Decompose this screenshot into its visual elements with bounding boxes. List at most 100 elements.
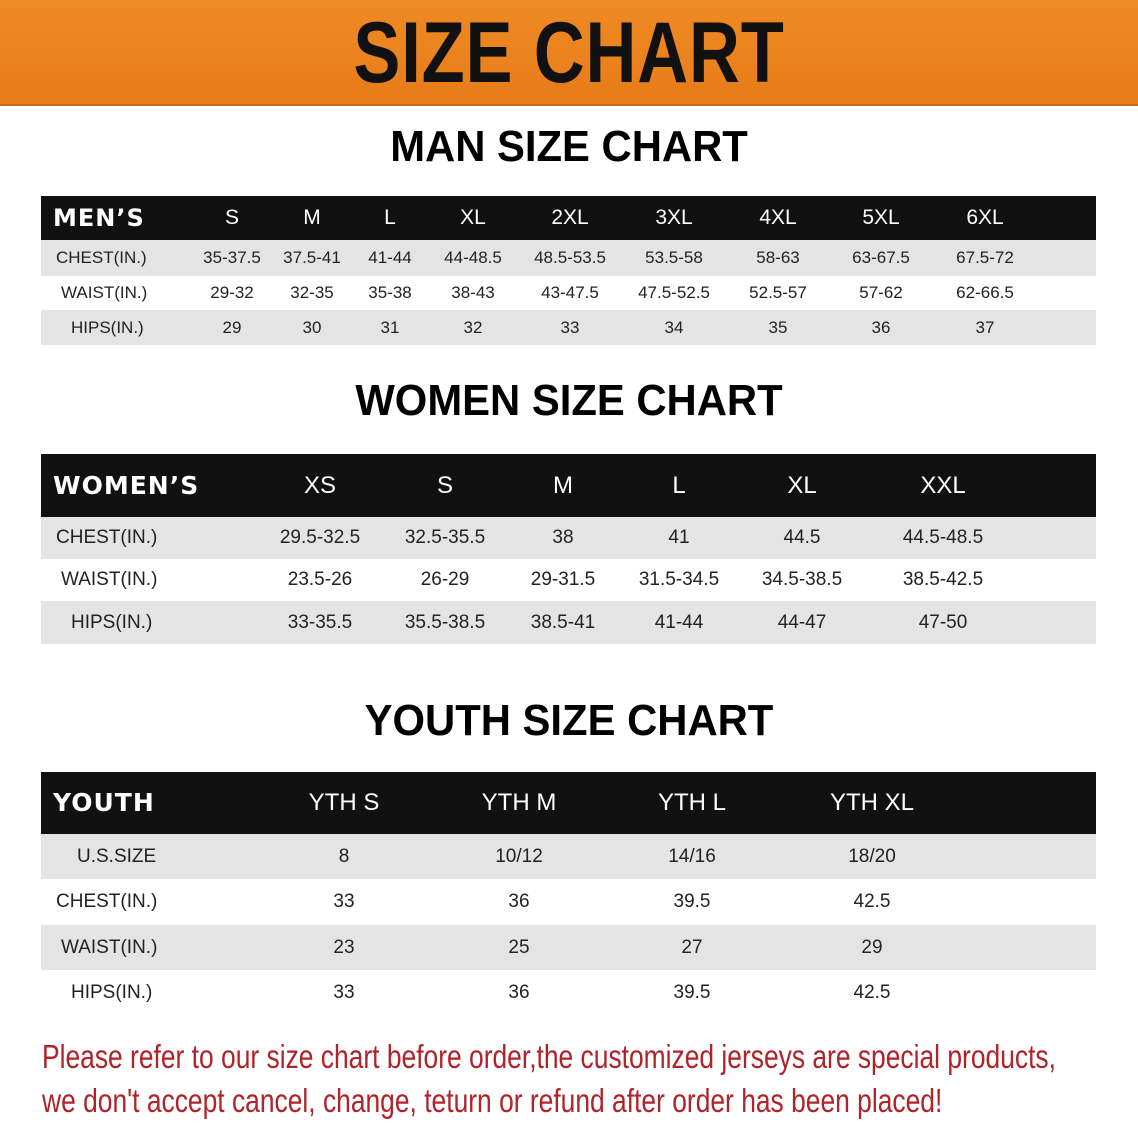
size-column-header: 4XL bbox=[759, 206, 797, 229]
table-row: U.S.SIZE 8 10/12 14/16 18/20 bbox=[41, 834, 1096, 879]
size-column-header: YTH M bbox=[481, 789, 557, 816]
table-cell: 34 bbox=[664, 318, 684, 337]
table-cell: 35-37.5 bbox=[203, 248, 261, 267]
size-column-header: L bbox=[384, 206, 396, 229]
size-column-header: 6XL bbox=[966, 206, 1004, 229]
table-cell: 53.5-58 bbox=[645, 248, 703, 267]
table-cell: 39.5 bbox=[673, 891, 711, 912]
size-column-header: YTH L bbox=[657, 789, 727, 816]
table-header-label: YOUTH bbox=[53, 788, 155, 817]
table-cell: 43-47.5 bbox=[541, 283, 599, 302]
size-column-header: M bbox=[553, 472, 573, 499]
table-cell: 48.5-53.5 bbox=[534, 248, 606, 267]
table-cell: 29.5-32.5 bbox=[279, 527, 361, 548]
table-cell: 44.5 bbox=[783, 527, 821, 548]
table-cell: 23 bbox=[333, 937, 355, 958]
size-column-header: YTH XL bbox=[829, 789, 915, 816]
row-label: CHEST(IN.) bbox=[56, 248, 147, 267]
row-label: HIPS(IN.) bbox=[71, 982, 153, 1003]
women-section-title: WOMEN SIZE CHART bbox=[355, 376, 783, 425]
table-row: WAIST(IN.) 23.5-26 26-29 29-31.5 31.5-34.5 34… bbox=[41, 559, 1096, 601]
table-cell: 23.5-26 bbox=[287, 569, 353, 590]
table-cell: 14/16 bbox=[668, 846, 716, 867]
size-column-header: XXL bbox=[920, 472, 966, 499]
row-label: CHEST(IN.) bbox=[56, 891, 158, 912]
size-column-header: XL bbox=[787, 472, 817, 499]
table-cell: 47-50 bbox=[918, 612, 968, 633]
table-cell: 42.5 bbox=[853, 891, 891, 912]
table-cell: 52.5-57 bbox=[749, 283, 807, 302]
row-label: CHEST(IN.) bbox=[56, 527, 158, 548]
table-cell: 44-48.5 bbox=[444, 248, 502, 267]
table-cell: 41-44 bbox=[368, 248, 412, 267]
size-column-header: S bbox=[436, 472, 454, 499]
row-label: HIPS(IN.) bbox=[71, 612, 153, 633]
table-header-label: WOMEN’S bbox=[53, 471, 200, 500]
size-column-header: M bbox=[303, 206, 321, 229]
table-cell: 44-47 bbox=[777, 612, 827, 633]
table-row: HIPS(IN.) 33 36 39.5 42.5 bbox=[41, 970, 1096, 1015]
table-cell: 37 bbox=[975, 318, 995, 337]
size-chart-banner: SIZE CHART bbox=[0, 0, 1138, 106]
table-row: HIPS(IN.) 29 30 31 32 33 34 35 36 37 bbox=[41, 310, 1096, 345]
table-cell: 10/12 bbox=[495, 846, 543, 867]
table-cell: 32-35 bbox=[290, 283, 334, 302]
table-cell: 47.5-52.5 bbox=[638, 283, 710, 302]
banner-title: SIZE CHART bbox=[353, 5, 785, 101]
table-cell: 25 bbox=[508, 937, 530, 958]
table-cell: 8 bbox=[338, 846, 350, 867]
table-cell: 30 bbox=[302, 318, 322, 337]
table-cell: 38.5-41 bbox=[530, 612, 596, 633]
table-cell: 32.5-35.5 bbox=[404, 527, 486, 548]
table-cell: 38-43 bbox=[451, 283, 495, 302]
size-column-header: 5XL bbox=[862, 206, 900, 229]
table-cell: 58-63 bbox=[756, 248, 800, 267]
row-label: WAIST(IN.) bbox=[61, 937, 158, 958]
row-label: HIPS(IN.) bbox=[71, 318, 144, 337]
table-cell: 33 bbox=[560, 318, 580, 337]
table-cell: 44.5-48.5 bbox=[902, 527, 984, 548]
table-cell: 57-62 bbox=[859, 283, 903, 302]
table-header-row: MEN’S S M L XL 2XL 3XL 4XL 5XL 6XL bbox=[41, 196, 1096, 240]
size-column-header: XS bbox=[303, 472, 337, 499]
table-cell: 63-67.5 bbox=[852, 248, 910, 267]
table-row: WAIST(IN.) 23 25 27 29 bbox=[41, 925, 1096, 970]
table-cell: 36 bbox=[508, 891, 530, 912]
table-cell: 26-29 bbox=[420, 569, 470, 590]
table-cell: 35-38 bbox=[368, 283, 412, 302]
row-label: WAIST(IN.) bbox=[61, 283, 148, 302]
notice-line-1: Please refer to our size chart before or… bbox=[42, 1038, 1056, 1075]
table-cell: 37.5-41 bbox=[283, 248, 341, 267]
table-cell: 18/20 bbox=[848, 846, 896, 867]
table-cell: 67.5-72 bbox=[956, 248, 1014, 267]
table-cell: 31 bbox=[380, 318, 400, 337]
table-cell: 34.5-38.5 bbox=[761, 569, 843, 590]
table-cell: 29-31.5 bbox=[530, 569, 596, 590]
size-column-header: YTH S bbox=[308, 789, 380, 816]
table-cell: 32 bbox=[463, 318, 483, 337]
table-cell: 31.5-34.5 bbox=[638, 569, 720, 590]
size-column-header: 2XL bbox=[551, 206, 589, 229]
size-column-header: S bbox=[224, 206, 240, 229]
table-cell: 41 bbox=[668, 527, 690, 548]
table-cell: 39.5 bbox=[673, 982, 711, 1003]
row-label: WAIST(IN.) bbox=[61, 569, 158, 590]
size-column-header: XL bbox=[460, 206, 486, 229]
notice-line-2: we don't accept cancel, change, teturn o… bbox=[42, 1082, 943, 1119]
table-cell: 36 bbox=[508, 982, 530, 1003]
table-cell: 29-32 bbox=[210, 283, 254, 302]
table-cell: 41-44 bbox=[654, 612, 704, 633]
table-header-row: WOMEN’S XS S M L XL XXL bbox=[41, 454, 1096, 517]
table-cell: 38.5-42.5 bbox=[902, 569, 984, 590]
men-section-title: MAN SIZE CHART bbox=[390, 122, 748, 171]
table-row: CHEST(IN.) 29.5-32.5 32.5-35.5 38 41 44.5 44.5… bbox=[41, 517, 1096, 559]
table-row: HIPS(IN.) 33-35.5 35.5-38.5 38.5-41 41-44 44-… bbox=[41, 601, 1096, 644]
table-row: CHEST(IN.) 35-37.5 37.5-41 41-44 44-48.5 48.5… bbox=[41, 240, 1096, 276]
table-cell: 33-35.5 bbox=[287, 612, 353, 633]
table-cell: 35.5-38.5 bbox=[404, 612, 486, 633]
size-column-header: 3XL bbox=[655, 206, 693, 229]
row-label: U.S.SIZE bbox=[77, 846, 157, 867]
table-row: CHEST(IN.) 33 36 39.5 42.5 bbox=[41, 879, 1096, 925]
table-cell: 33 bbox=[333, 982, 355, 1003]
table-cell: 27 bbox=[681, 937, 703, 958]
